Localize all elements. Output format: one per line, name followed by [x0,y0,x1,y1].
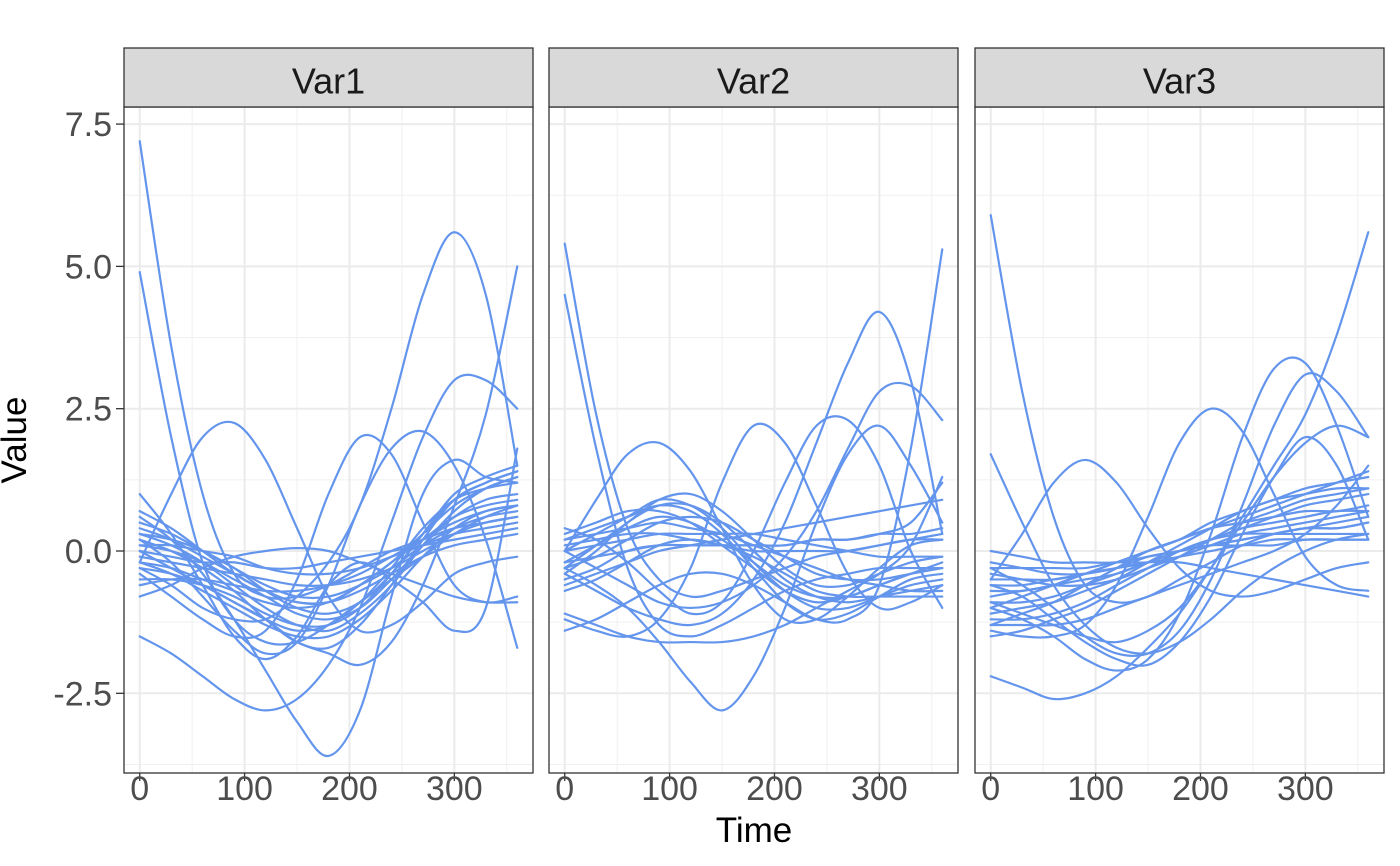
series-line-var1-7 [138,373,519,712]
facet-panel-var1: Var1 0 100 200 300 [123,47,534,808]
series-line-var2-24 [563,515,944,582]
series-line-var1-26 [138,521,519,576]
series-line-var1-8 [138,429,519,656]
series-line-var2-22 [563,538,944,599]
series-line-var2-19 [563,532,944,553]
x-tick-label: 0 [555,770,574,808]
facet-panel-var3: Var3 0 100 200 300 [974,47,1385,808]
x-axis-title: Time [716,811,792,850]
series-line-var3-24 [989,504,1370,627]
x-tick-label: 0 [130,770,149,808]
facet-strip [548,47,959,108]
series-line-var2-21 [563,521,944,593]
x-tick-label: 200 [1172,770,1229,808]
x-tick-label: 100 [216,770,273,808]
y-axis-title: Value [0,397,34,484]
facet-strip [123,47,534,108]
series-line-var2-6 [563,424,944,712]
series-line-var3-5 [989,356,1370,672]
y-tick-label: 2.5 [65,391,112,429]
series-line-var1-20 [138,527,519,570]
y-tick-label: 7.5 [65,106,112,144]
series-line-var3-3 [989,458,1370,598]
x-tick-label: 200 [321,770,378,808]
facet-strip [974,47,1385,108]
series-group [138,140,519,758]
x-tick-label: 100 [1067,770,1124,808]
x-tick-label: 0 [981,770,1000,808]
x-tick-label: 200 [746,770,803,808]
series-line-var1-25 [138,504,519,640]
panel-background [975,107,1384,773]
series-line-var1-23 [138,504,519,593]
facet-strip-label: Var2 [717,61,790,102]
series-group [989,214,1370,701]
facet-panel-var2: Var2 0 100 200 300 [548,47,959,808]
panel-background [124,107,533,773]
series-line-var3-6 [989,231,1370,701]
series-line-var3-20 [989,532,1370,621]
series-line-var3-7 [989,372,1370,658]
series-line-var2-2 [563,293,944,638]
facet-strip-label: Var1 [292,61,365,102]
series-line-var1-4 [138,433,519,640]
y-tick-label: 5.0 [65,248,112,286]
series-line-var1-6 [138,458,519,758]
panels-layer: Var1 0 100 200 300 Var2 0 100 200 300 Var3 0 100 200 3… [123,47,1385,808]
y-axis: -2.5 0.0 2.5 5.0 7.5 [53,106,124,713]
y-tick-label: -2.5 [53,675,112,713]
series-group [563,242,944,712]
series-line-var3-22 [989,560,1370,610]
panel-background [549,107,958,773]
series-line-var2-9 [563,248,944,632]
x-tick-label: 300 [426,770,483,808]
x-tick-label: 300 [1277,770,1334,808]
facet-strip-label: Var3 [1143,61,1216,102]
x-tick-label: 300 [851,770,908,808]
x-tick-label: 100 [641,770,698,808]
y-tick-label: 0.0 [65,533,112,571]
series-line-var1-21 [138,481,519,633]
